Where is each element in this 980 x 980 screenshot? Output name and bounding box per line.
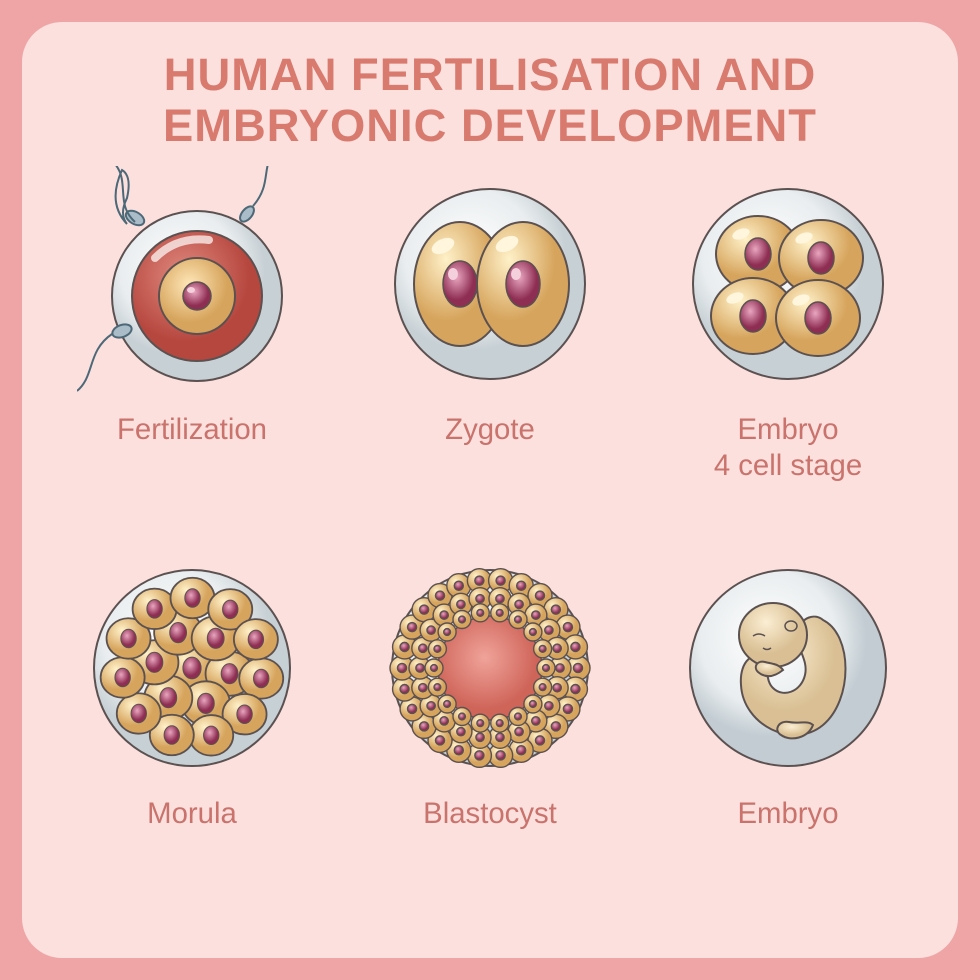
title-line-2: EMBRYONIC DEVELOPMENT [163, 100, 817, 151]
morula-icon [77, 550, 307, 780]
stage-label: Embryo 4 cell stage [714, 412, 862, 485]
stage-blastocyst: Blastocyst [350, 550, 630, 928]
stage-label: Embryo [737, 796, 838, 833]
embryo-icon [673, 550, 903, 780]
blastocyst-icon [375, 550, 605, 780]
title-line-1: HUMAN FERTILISATION AND [164, 49, 817, 100]
fertilization-icon [77, 166, 307, 396]
stage-label: Morula [147, 796, 237, 833]
page-title: HUMAN FERTILISATION AND EMBRYONIC DEVELO… [52, 50, 928, 152]
stage-label: Blastocyst [423, 796, 557, 833]
stages-grid: Fertilization [52, 166, 928, 928]
stage-four-cell: Embryo 4 cell stage [648, 166, 928, 544]
stage-zygote: Zygote [350, 166, 630, 544]
stage-label: Fertilization [117, 412, 267, 449]
panel: HUMAN FERTILISATION AND EMBRYONIC DEVELO… [22, 22, 958, 958]
zygote-icon [375, 166, 605, 396]
stage-label: Zygote [445, 412, 535, 449]
stage-embryo: Embryo [648, 550, 928, 928]
frame: HUMAN FERTILISATION AND EMBRYONIC DEVELO… [0, 0, 980, 980]
four-cell-icon [673, 166, 903, 396]
stage-fertilization: Fertilization [52, 166, 332, 544]
stage-morula: Morula [52, 550, 332, 928]
